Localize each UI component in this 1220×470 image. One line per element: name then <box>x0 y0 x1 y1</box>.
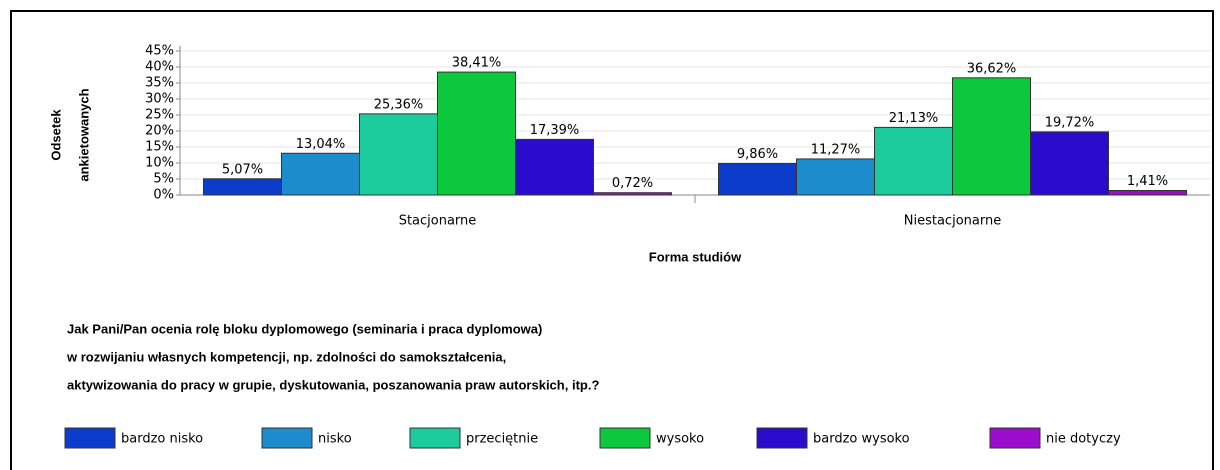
y-tick-label: 45% <box>145 44 174 59</box>
y-axis-label: ankietowanych <box>76 88 91 181</box>
y-tick-label: 20% <box>145 124 174 139</box>
data-label: 21,13% <box>889 111 939 126</box>
bar <box>359 113 438 196</box>
y-tick-label: 15% <box>145 140 174 155</box>
data-label: 19,72% <box>1045 115 1095 130</box>
x-tick-label: Niestacjonarne <box>904 214 1001 229</box>
data-label: 13,04% <box>296 137 346 152</box>
legend-swatch <box>409 427 461 449</box>
frame <box>10 10 1214 470</box>
legend-label: bardzo wysoko <box>813 432 910 447</box>
bar <box>281 152 360 196</box>
legend-swatch <box>64 427 116 449</box>
legend-swatch <box>989 427 1041 449</box>
bar <box>718 162 797 196</box>
data-label: 5,07% <box>222 162 263 177</box>
legend-label: bardzo nisko <box>121 432 203 447</box>
data-label: 25,36% <box>374 97 424 112</box>
bar <box>203 178 282 196</box>
x-tick-label: Stacjonarne <box>399 214 477 229</box>
x-axis-label: Forma studiów <box>649 249 742 264</box>
data-label: 1,41% <box>1127 174 1168 189</box>
chart-title: aktywizowania do pracy w grupie, dyskuto… <box>67 377 599 392</box>
bar <box>437 71 516 196</box>
bar <box>593 192 672 196</box>
chart-title: Jak Pani/Pan ocenia rolę bloku dyplomowe… <box>67 321 542 336</box>
bar <box>1108 189 1187 196</box>
data-label: 38,41% <box>452 56 502 71</box>
bar <box>796 158 875 196</box>
legend-label: wysoko <box>656 432 704 447</box>
data-label: 0,72% <box>612 176 653 191</box>
bar <box>515 138 594 196</box>
y-axis-label: Odsetek <box>48 109 63 161</box>
bar <box>1030 131 1109 196</box>
y-tick-label: 25% <box>145 108 174 123</box>
y-tick-label: 5% <box>153 172 174 187</box>
data-label: 11,27% <box>811 142 861 157</box>
y-tick-label: 30% <box>145 92 174 107</box>
chart-title: w rozwijaniu własnych kompetencji, np. z… <box>66 349 506 364</box>
data-label: 36,62% <box>967 61 1017 76</box>
y-tick-label: 0% <box>153 188 174 203</box>
data-label: 17,39% <box>530 123 580 138</box>
legend-swatch <box>261 427 313 449</box>
y-tick-label: 40% <box>145 60 174 75</box>
legend-swatch <box>756 427 808 449</box>
legend-label: nie dotyczy <box>1046 432 1121 447</box>
data-label: 9,86% <box>737 147 778 162</box>
bar <box>952 77 1031 196</box>
y-tick-label: 10% <box>145 156 174 171</box>
bar <box>874 126 953 196</box>
legend-label: nisko <box>318 432 352 447</box>
legend-swatch <box>599 427 651 449</box>
y-tick-label: 35% <box>145 76 174 91</box>
legend-label: przeciętnie <box>466 432 538 447</box>
